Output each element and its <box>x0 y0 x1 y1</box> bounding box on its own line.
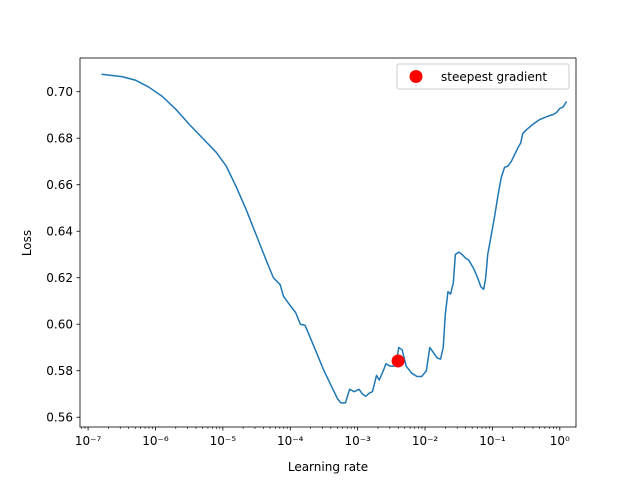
x-tick-label: 10⁻² <box>412 434 439 448</box>
x-tick-label: 10⁻⁷ <box>75 434 102 448</box>
x-axis-ticks: 10⁻⁷ 10⁻⁶ 10⁻⁵ 10⁻⁴ 10⁻³ 10⁻² 10⁻¹ 10⁰ <box>75 427 570 448</box>
legend-box <box>396 63 570 90</box>
y-tick-label: 0.70 <box>46 85 73 99</box>
steepest-gradient-point <box>391 354 405 368</box>
y-axis-label: Loss <box>20 230 34 256</box>
marker-layer <box>391 354 405 368</box>
y-tick-label: 0.56 <box>46 410 73 424</box>
y-tick-label: 0.58 <box>46 364 73 378</box>
x-tick-label: 10⁰ <box>550 434 570 448</box>
x-tick-label: 10⁻⁵ <box>210 434 237 448</box>
y-tick-label: 0.62 <box>46 271 73 285</box>
x-axis-label: Learning rate <box>288 460 368 474</box>
loss-line <box>101 73 568 404</box>
x-tick-label: 10⁻³ <box>344 434 371 448</box>
legend: steepest gradient <box>396 63 570 90</box>
y-axis-ticks: 0.56 0.58 0.60 0.62 0.64 0.66 0.68 0.70 <box>46 85 80 424</box>
x-tick-label: 10⁻¹ <box>479 434 506 448</box>
legend-marker-icon <box>409 70 423 83</box>
loss-series-layer <box>101 73 568 404</box>
x-tick-label: 10⁻⁴ <box>277 434 304 448</box>
y-tick-label: 0.64 <box>46 224 73 238</box>
y-tick-label: 0.66 <box>46 178 73 192</box>
y-tick-label: 0.60 <box>46 317 73 331</box>
legend-label-steepest-gradient: steepest gradient <box>441 70 547 84</box>
x-tick-label: 10⁻⁶ <box>142 434 169 448</box>
y-tick-label: 0.68 <box>46 131 73 145</box>
plot-area <box>79 57 577 428</box>
